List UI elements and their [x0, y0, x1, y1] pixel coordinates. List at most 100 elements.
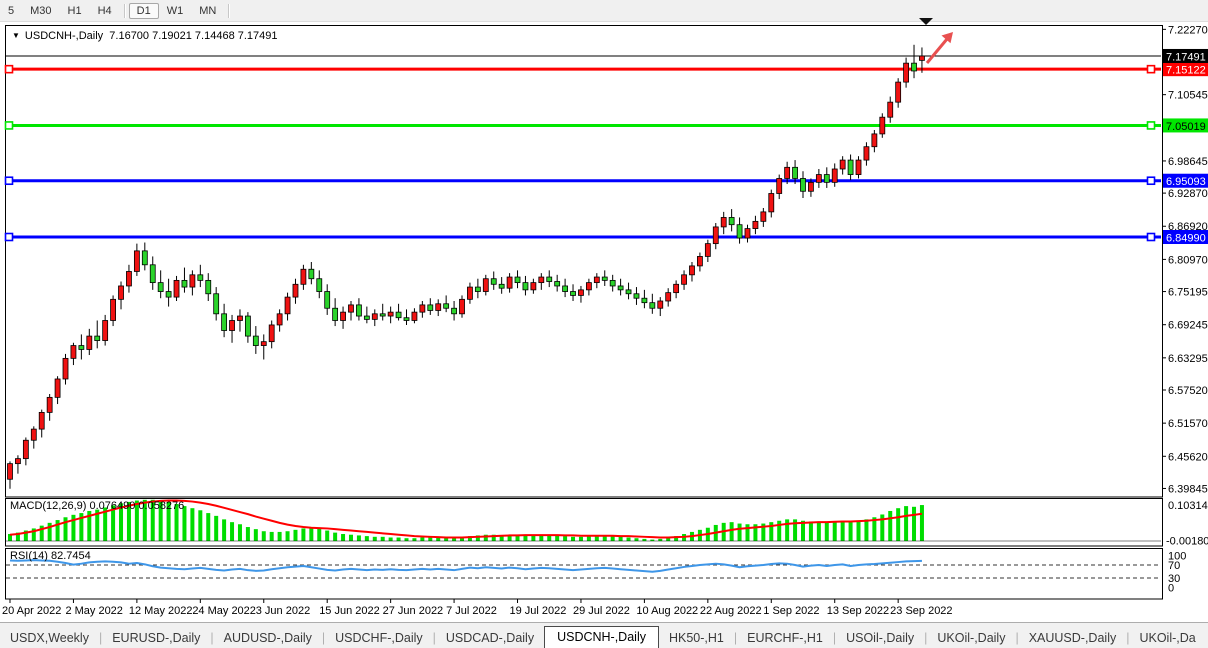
macd-histogram-bar — [111, 505, 116, 541]
symbol-tab-hk50-h1[interactable]: HK50-,H1 — [668, 631, 724, 645]
timeframe-button-M30[interactable]: M30 — [30, 4, 52, 17]
symbol-tab-xauusd-daily[interactable]: XAUUSD-,Daily — [1028, 631, 1117, 645]
candle-body — [879, 116, 886, 135]
candle-body — [823, 174, 830, 183]
rsi-tick-label: 70 — [1168, 560, 1180, 572]
timeframe-button-H1[interactable]: H1 — [67, 4, 82, 17]
macd-histogram-bar — [586, 536, 591, 541]
symbol-tab-usdcad-daily[interactable]: USDCAD-,Daily — [445, 631, 535, 645]
tab-separator: | — [924, 631, 928, 645]
candle-body — [30, 428, 37, 441]
macd-histogram-bar — [578, 536, 583, 541]
candle-body — [736, 224, 743, 239]
hline-price-badge-text: 7.15122 — [1166, 65, 1206, 77]
macd-histogram-bar — [372, 536, 377, 541]
timeframe-toolbar: 5 M30 H1 H4 D1 W1 MN — [0, 0, 1208, 22]
macd-histogram-bar — [547, 534, 552, 541]
price-tick-label: 6.63295 — [1168, 353, 1208, 365]
chart-title-dropdown-icon[interactable]: ▼ — [12, 31, 20, 40]
date-tick-label: 10 Aug 2022 — [636, 605, 698, 617]
hline-anchor-square[interactable] — [1146, 232, 1156, 242]
hline-anchor-square[interactable] — [4, 232, 14, 242]
macd-histogram-bar — [31, 528, 36, 541]
candle-body — [427, 304, 434, 311]
candle-body — [641, 297, 648, 304]
date-tick-label: 12 May 2022 — [129, 605, 193, 617]
candle-body — [522, 282, 529, 291]
tab-separator: | — [98, 631, 103, 645]
trend-arrow-annotation[interactable] — [925, 32, 953, 64]
macd-histogram-bar — [523, 535, 528, 541]
timeframe-button-H4[interactable]: H4 — [97, 4, 112, 17]
symbol-tab-usdx-weekly[interactable]: USDX,Weekly — [10, 631, 89, 645]
candle-body — [919, 55, 925, 61]
price-tick-label: 6.57520 — [1168, 385, 1208, 397]
candle-body — [570, 291, 576, 296]
macd-histogram-bar — [348, 534, 353, 541]
candle-body — [467, 286, 473, 300]
candle-body — [459, 298, 465, 315]
macd-indicator-label: MACD(12,26,9) 0.076490 0.058276 — [10, 500, 185, 512]
candle-body — [697, 256, 703, 267]
macd-histogram-bar — [888, 510, 893, 541]
candle-body — [157, 282, 164, 292]
symbol-tab-ukoil-daily[interactable]: UKOil-,Daily — [937, 631, 1006, 645]
candle-body — [609, 279, 616, 287]
macd-histogram-bar — [245, 527, 250, 541]
symbol-marker-triangle-icon[interactable] — [919, 18, 933, 25]
macd-histogram-bar — [404, 538, 409, 541]
hline-anchor-square[interactable] — [4, 121, 14, 130]
candle-body — [173, 279, 180, 298]
symbol-tab-usdcnh-daily[interactable]: USDCNH-,Daily — [544, 626, 659, 648]
candle-body — [863, 146, 870, 161]
toolbar-separator — [228, 3, 230, 18]
tab-separator: | — [321, 631, 326, 645]
macd-histogram-bar — [896, 508, 901, 541]
hline-anchor-square[interactable] — [1146, 64, 1156, 74]
candle-body — [673, 283, 680, 294]
date-tick-label: 24 May 2022 — [192, 605, 256, 617]
timeframe-button-D1[interactable]: D1 — [128, 2, 159, 19]
timeframe-button-MN[interactable]: MN — [199, 4, 217, 17]
macd-histogram-bar — [801, 520, 805, 541]
price-tick-label: 6.69245 — [1168, 320, 1208, 332]
macd-histogram-bar — [95, 509, 100, 541]
timeframe-button-W1[interactable]: W1 — [166, 4, 184, 17]
macd-histogram-bar — [317, 528, 322, 541]
macd-histogram-bar — [237, 524, 242, 541]
candle-body — [506, 276, 513, 289]
candle-body — [752, 220, 759, 229]
hline-anchor-square[interactable] — [4, 64, 14, 74]
candle-body — [141, 250, 148, 266]
macd-histogram-bar — [610, 536, 615, 541]
macd-histogram-bar — [420, 537, 425, 541]
symbol-tab-ukoil-da[interactable]: UKOil-,Da — [1139, 631, 1196, 645]
candle-body — [189, 274, 196, 288]
symbol-tab-audusd-daily[interactable]: AUDUSD-,Daily — [223, 631, 312, 645]
timeframe-button-5[interactable]: 5 — [8, 4, 15, 17]
chart-canvas[interactable]: 7.222707.105456.986456.928706.869206.809… — [0, 0, 1208, 622]
symbol-tab-usoil-daily[interactable]: USOil-,Daily — [846, 631, 915, 645]
macd-histogram-bar — [626, 537, 631, 541]
macd-histogram-bar — [793, 519, 798, 541]
macd-histogram-bar — [253, 529, 258, 541]
macd-histogram-bar — [87, 510, 92, 541]
macd-histogram-bar — [515, 534, 520, 541]
macd-histogram-bar — [650, 539, 655, 541]
hline-anchor-square[interactable] — [4, 176, 14, 186]
macd-histogram-bar — [356, 535, 361, 541]
macd-histogram-bar — [919, 505, 924, 541]
main-chart-panel[interactable] — [5, 25, 1163, 498]
symbol-tab-eurchf-h1[interactable]: EURCHF-,H1 — [747, 631, 823, 645]
hline-anchor-square[interactable] — [1146, 176, 1156, 186]
candle-body — [657, 300, 664, 309]
symbol-tab-eurusd-daily[interactable]: EURUSD-,Daily — [112, 631, 201, 645]
macd-histogram-bar — [460, 537, 465, 541]
hline-anchor-square[interactable] — [1146, 121, 1156, 130]
rsi-panel[interactable] — [5, 548, 1163, 600]
hline-objects-layer[interactable] — [4, 64, 1162, 242]
candles-layer[interactable] — [7, 44, 925, 489]
date-tick-label: 23 Sep 2022 — [890, 605, 952, 617]
symbol-tab-usdchf-daily[interactable]: USDCHF-,Daily — [335, 631, 423, 645]
